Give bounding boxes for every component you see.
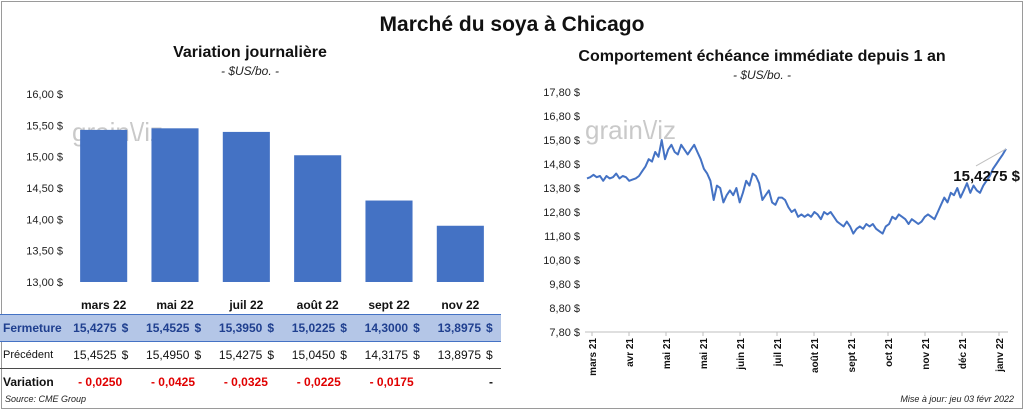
cell-unit: $ <box>262 341 283 369</box>
x-tick-label: sept 21 <box>847 338 858 373</box>
cell-unit: $ <box>116 314 137 342</box>
y-tick-label: 10,80 $ <box>543 255 580 267</box>
update-note: Mise à jour: jeu 03 févr 2022 <box>900 394 1014 404</box>
cell-value: 13,8975 <box>428 314 481 342</box>
cell-value: 15,4525 <box>136 314 190 342</box>
line-chart-subtitle: - $US/bo. - <box>732 68 792 82</box>
cell-unit: $ <box>335 341 356 369</box>
cell-value: 15,3950 <box>209 314 263 342</box>
x-tick-label: déc 21 <box>958 338 969 370</box>
cell-unit: $ <box>335 314 356 342</box>
line-chart-title: Comportement échéance immédiate depuis 1… <box>578 48 946 65</box>
y-tick-label: 16,80 $ <box>543 111 580 123</box>
cell-unit: $ <box>408 314 429 342</box>
cell-unit: $ <box>189 341 210 369</box>
bar-chart-title: Variation journalière <box>173 44 327 61</box>
cell-change: - 0,0325 <box>223 375 268 390</box>
x-tick-label: mai 21 <box>699 338 710 370</box>
x-category-label: mai 22 <box>156 298 194 312</box>
cell-value: 15,4275 <box>209 341 263 369</box>
cell-unit: $ <box>116 341 137 369</box>
y-tick-label: 15,80 $ <box>543 135 580 147</box>
cell-unit: $ <box>262 314 283 342</box>
x-category-label: mars 22 <box>81 298 127 312</box>
y-tick-label: 8,80 $ <box>549 303 580 315</box>
cell-value: 14,3175 <box>355 341 409 369</box>
source-note: Source: CME Group <box>5 394 87 404</box>
cell-change: - <box>489 375 493 390</box>
cell-value: 15,0225 <box>282 314 336 342</box>
bar <box>365 200 413 282</box>
x-tick-label: mars 21 <box>588 338 599 376</box>
x-tick-label: janv 22 <box>995 338 1006 373</box>
x-tick-label: mai 21 <box>662 338 673 370</box>
y-tick-label: 15,00 $ <box>26 152 63 164</box>
bar <box>294 155 342 282</box>
y-tick-label: 16,00 $ <box>26 89 63 101</box>
row-label: Fermeture <box>0 314 64 342</box>
cell-value: 15,4525 <box>63 341 117 369</box>
cell-unit: $ <box>189 314 210 342</box>
y-tick-label: 15,50 $ <box>26 120 63 132</box>
price-line <box>586 139 1007 235</box>
y-tick-label: 12,80 $ <box>543 207 580 219</box>
row-label: Variation <box>3 375 54 390</box>
table-row-previous: Précédent 15,4525 $ 15,4950 $ 15,4275 $ 15,… <box>0 341 501 369</box>
y-tick-label: 13,50 $ <box>26 246 63 258</box>
cell-change: - 0,0225 <box>296 375 341 390</box>
y-tick-label: 13,00 $ <box>26 277 63 289</box>
cell-value: 14,3000 <box>355 314 409 342</box>
bar-chart-subtitle: - $US/bo. - <box>220 64 280 78</box>
table-row-variation: Variation - 0,0250 - 0,0425 - 0,0325 - 0… <box>0 369 501 396</box>
x-tick-label: août 21 <box>810 338 821 373</box>
last-value-label: 15,4275 $ <box>953 168 1020 185</box>
cell-value: 13,8975 <box>428 341 481 369</box>
last-value-leader <box>975 148 1007 167</box>
cell-unit: $ <box>408 341 429 369</box>
y-tick-label: 14,00 $ <box>26 214 63 226</box>
x-category-label: août 22 <box>297 298 339 312</box>
table-row-close: Fermeture 15,4275 $ 15,4525 $ 15,3950 $ 15,… <box>0 314 501 342</box>
y-tick-label: 13,80 $ <box>543 183 580 195</box>
x-category-label: juil 22 <box>228 298 263 312</box>
cell-unit: $ <box>481 314 501 342</box>
bar <box>151 128 199 282</box>
y-tick-label: 11,80 $ <box>544 231 580 243</box>
cell-value: 15,4950 <box>136 341 190 369</box>
y-tick-label: 14,50 $ <box>26 183 63 195</box>
cell-change: - 0,0175 <box>369 375 414 390</box>
x-category-label: nov 22 <box>441 298 479 312</box>
x-tick-label: juil 21 <box>773 338 784 368</box>
bar <box>436 225 484 282</box>
x-tick-label: juin 21 <box>736 338 747 371</box>
y-tick-label: 9,80 $ <box>549 279 580 291</box>
cell-value: 15,4275 <box>63 314 117 342</box>
bar <box>222 131 270 282</box>
cell-value: 15,0450 <box>282 341 336 369</box>
bar-chart: grain\/iz16,00 $15,50 $15,00 $14,50 $14,… <box>26 89 484 312</box>
bar <box>80 129 128 282</box>
cell-change: - 0,0250 <box>78 375 123 390</box>
y-tick-label: 7,80 $ <box>549 327 580 339</box>
cell-unit: $ <box>481 341 501 369</box>
cell-change: - 0,0425 <box>150 375 196 390</box>
x-tick-label: oct 21 <box>884 338 895 367</box>
x-tick-label: avr 21 <box>625 338 636 367</box>
page-title: Marché du soya à Chicago <box>379 13 645 36</box>
x-category-label: sept 22 <box>368 298 410 312</box>
y-tick-label: 14,80 $ <box>543 159 580 171</box>
x-tick-label: nov 21 <box>921 338 932 370</box>
row-label: Précédent <box>0 341 64 369</box>
y-tick-label: 17,80 $ <box>543 87 580 99</box>
price-table: Fermeture 15,4275 $ 15,4525 $ 15,3950 $ 15,… <box>0 314 501 396</box>
